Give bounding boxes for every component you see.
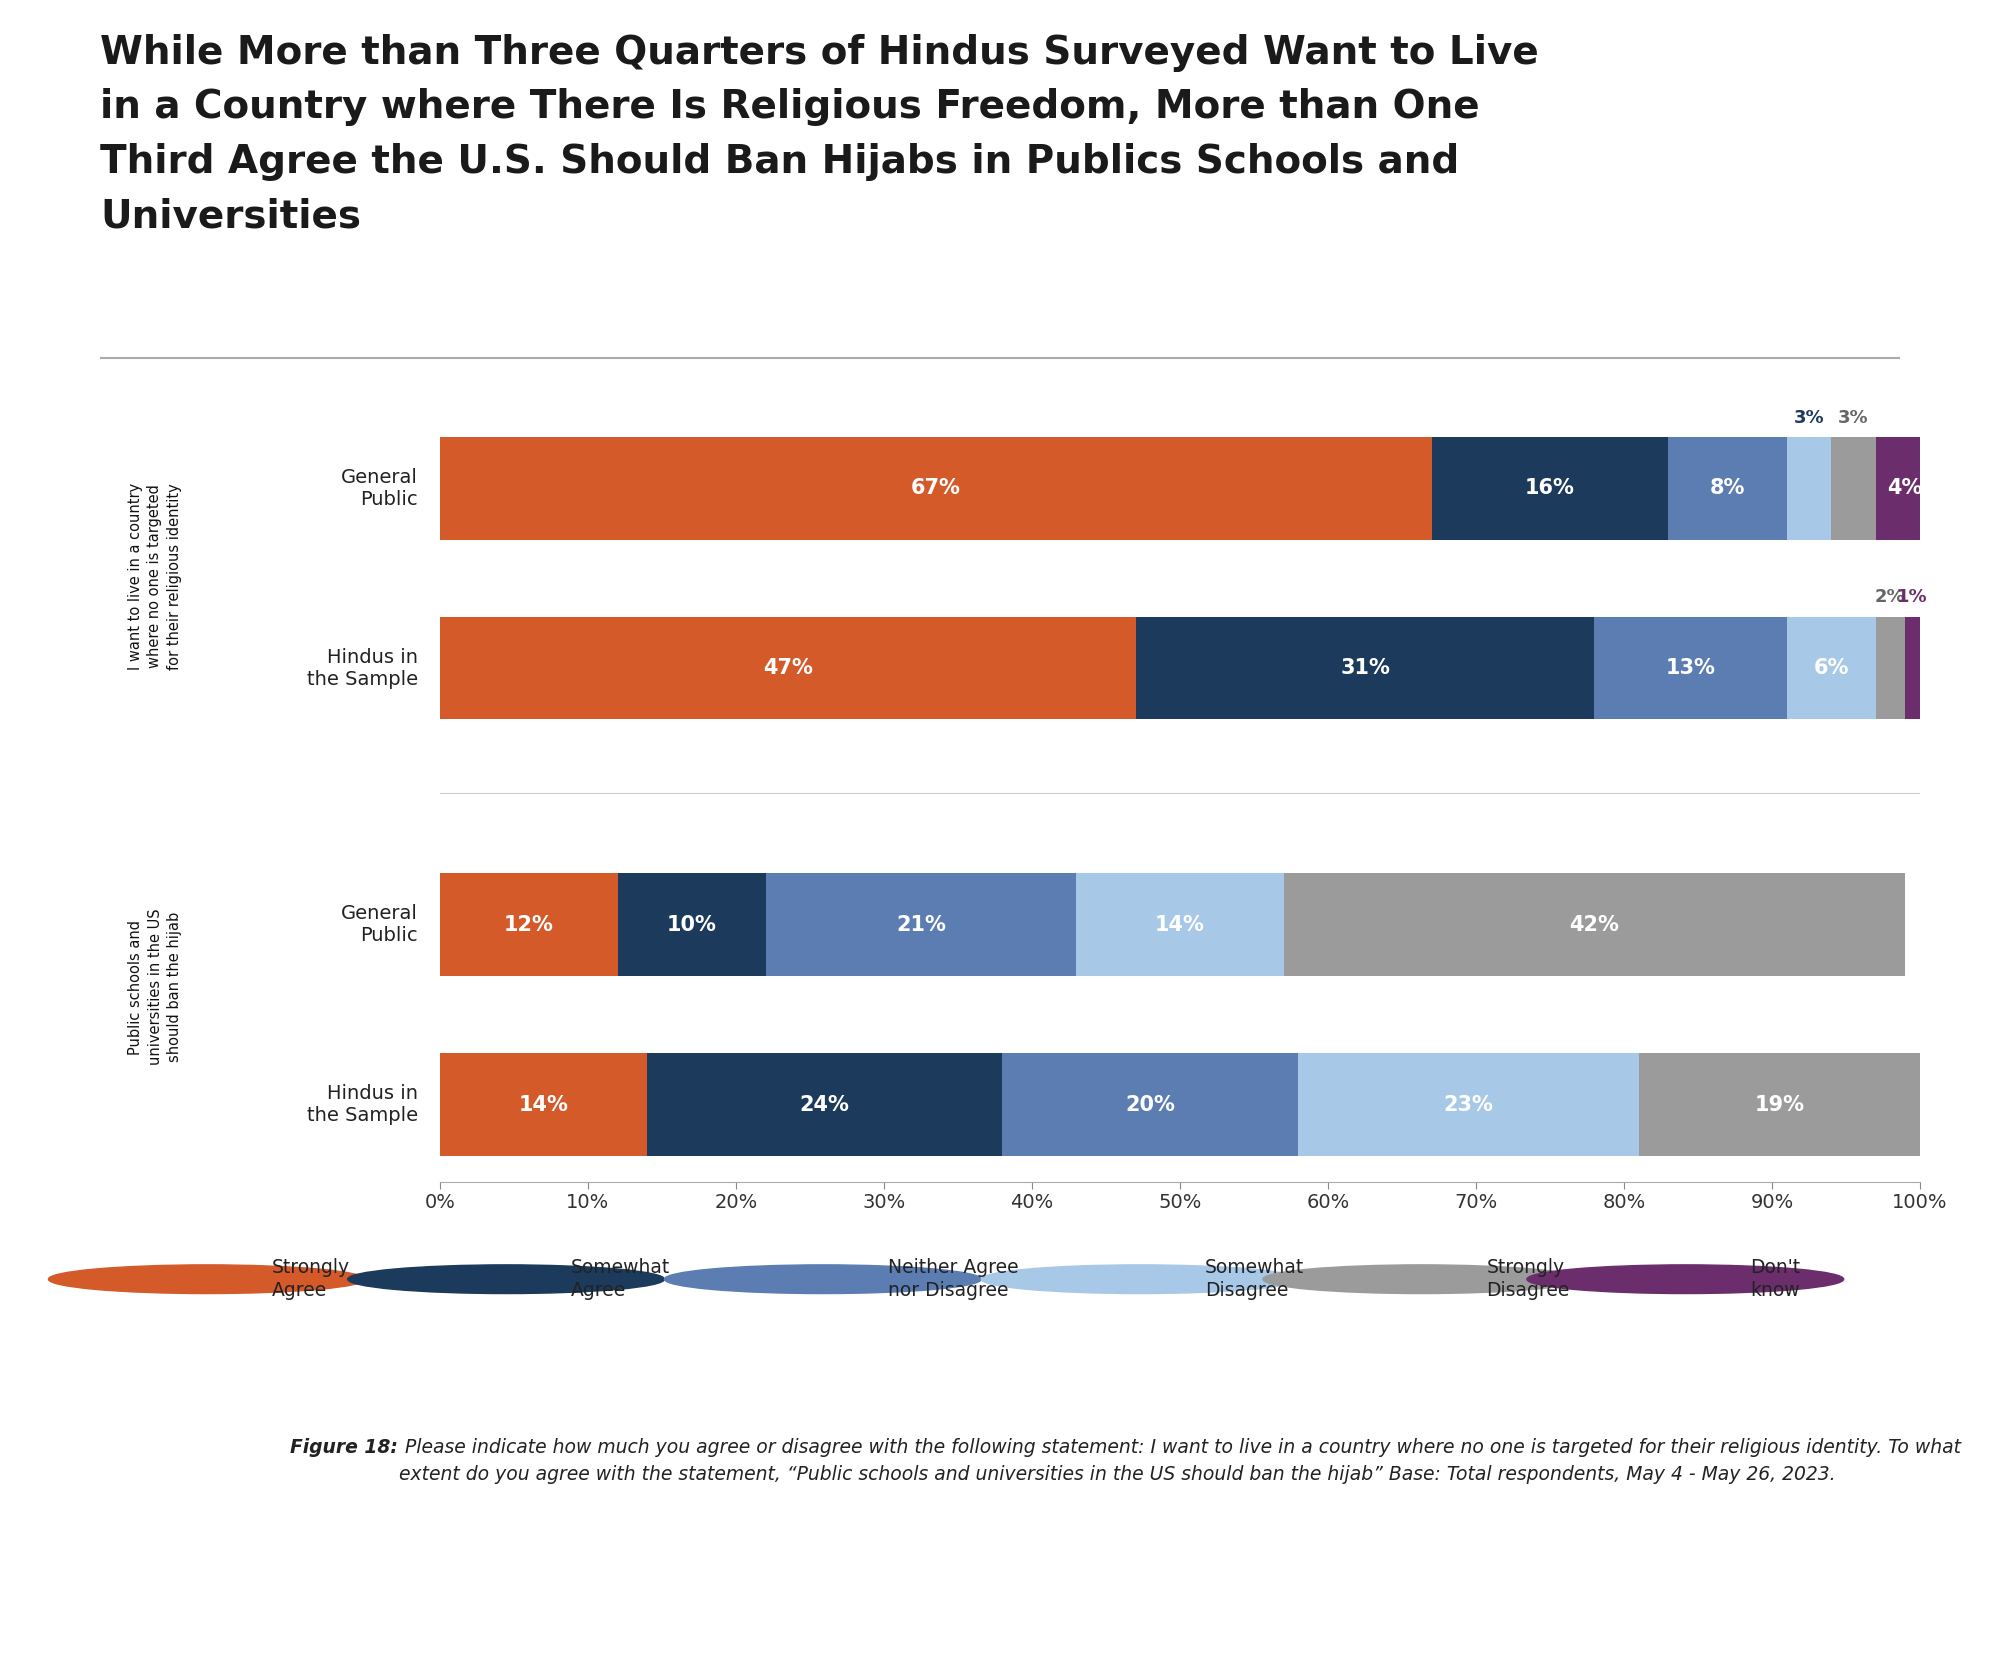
Bar — [1076, 873, 1284, 975]
Bar — [440, 1053, 648, 1156]
Circle shape — [1526, 1265, 1844, 1294]
Bar — [618, 873, 766, 975]
Bar — [1906, 617, 1920, 719]
Text: 3%: 3% — [1838, 409, 1868, 427]
Bar — [1284, 873, 1906, 975]
Bar — [440, 437, 1432, 540]
Text: 23%: 23% — [1444, 1094, 1494, 1115]
Bar — [440, 617, 1136, 719]
Bar — [1136, 617, 1594, 719]
Text: 16%: 16% — [1526, 478, 1574, 498]
Circle shape — [348, 1265, 664, 1294]
Bar — [1786, 437, 1832, 540]
Circle shape — [48, 1265, 366, 1294]
Bar — [1298, 1053, 1638, 1156]
Text: 1%: 1% — [1898, 588, 1928, 607]
Text: Hindus in
the Sample: Hindus in the Sample — [306, 647, 418, 689]
Text: 21%: 21% — [896, 915, 946, 935]
Text: 8%: 8% — [1710, 478, 1746, 498]
Bar — [648, 1053, 1002, 1156]
Text: I  S  P  U: I S P U — [158, 1609, 212, 1621]
Text: 6%: 6% — [1814, 659, 1848, 679]
Text: Figure 18:: Figure 18: — [290, 1438, 398, 1456]
Text: I want to live in a country
where no one is targeted
for their religious identit: I want to live in a country where no one… — [128, 483, 182, 670]
Bar — [1002, 1053, 1298, 1156]
Bar — [1594, 617, 1786, 719]
Text: Neither Agree
nor Disagree: Neither Agree nor Disagree — [888, 1259, 1018, 1301]
Text: 13%: 13% — [1666, 659, 1716, 679]
Text: 20%: 20% — [1126, 1094, 1176, 1115]
Text: Somewhat
Agree: Somewhat Agree — [572, 1259, 670, 1301]
Text: Please indicate how much you agree or disagree with the following statement: I w: Please indicate how much you agree or di… — [398, 1438, 1960, 1483]
Text: Strongly
Agree: Strongly Agree — [272, 1259, 350, 1301]
Bar — [1876, 437, 1934, 540]
Text: 14%: 14% — [518, 1094, 568, 1115]
Bar — [1832, 437, 1876, 540]
Text: 4%: 4% — [1888, 478, 1922, 498]
Text: While More than Three Quarters of Hindus Surveyed Want to Live
in a Country wher: While More than Three Quarters of Hindus… — [100, 34, 1538, 235]
Text: 19%: 19% — [1754, 1094, 1804, 1115]
Text: 3%: 3% — [1794, 409, 1824, 427]
Text: 24%: 24% — [800, 1094, 850, 1115]
Text: 2%: 2% — [1876, 588, 1906, 607]
Text: Public schools and
universities in the US
should ban the hijab: Public schools and universities in the U… — [128, 908, 182, 1066]
Text: Strongly
Disagree: Strongly Disagree — [1486, 1259, 1570, 1301]
Circle shape — [982, 1265, 1298, 1294]
Text: General
Public: General Public — [340, 468, 418, 510]
Bar — [1432, 437, 1668, 540]
Text: 31%: 31% — [1340, 659, 1390, 679]
Bar — [1668, 437, 1786, 540]
Text: 67%: 67% — [910, 478, 960, 498]
Bar — [1786, 617, 1876, 719]
Text: 12%: 12% — [504, 915, 554, 935]
Text: 47%: 47% — [762, 659, 812, 679]
Text: Hindus in
the Sample: Hindus in the Sample — [306, 1084, 418, 1125]
Text: 10%: 10% — [666, 915, 716, 935]
Circle shape — [1262, 1265, 1580, 1294]
Bar — [440, 873, 618, 975]
Text: Don't
know: Don't know — [1750, 1259, 1800, 1301]
Bar — [1638, 1053, 1920, 1156]
Text: 42%: 42% — [1570, 915, 1620, 935]
Text: 14%: 14% — [1156, 915, 1204, 935]
Circle shape — [664, 1265, 982, 1294]
Text: Somewhat
Disagree: Somewhat Disagree — [1204, 1259, 1304, 1301]
Text: General
Public: General Public — [340, 905, 418, 945]
Bar — [766, 873, 1076, 975]
Bar — [1876, 617, 1906, 719]
